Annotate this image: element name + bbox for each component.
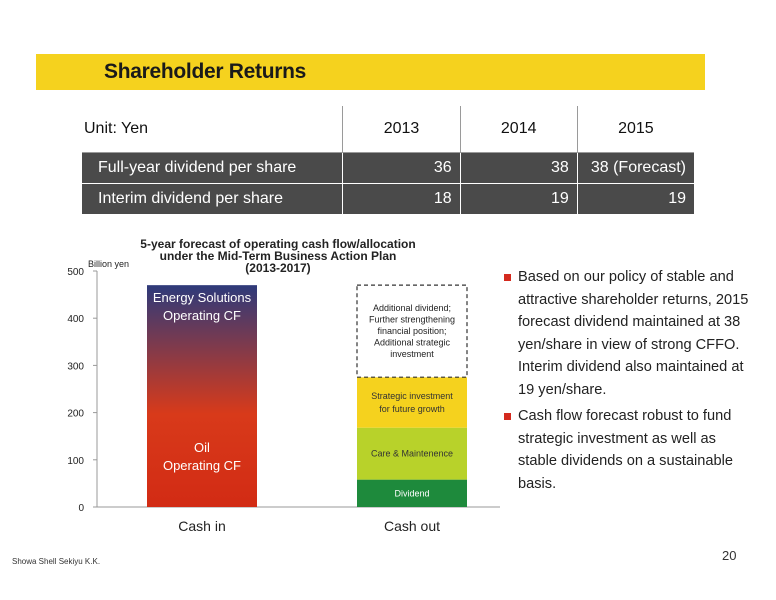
table-row: Full-year dividend per share 36 38 38 (F…: [82, 152, 694, 184]
x-category-label: Cash out: [384, 518, 440, 534]
cash-out-segment: [357, 377, 467, 428]
cash-out-segment-label: investment: [390, 349, 434, 359]
bullet-square-icon: [504, 274, 511, 281]
cell-value: 19: [459, 183, 578, 214]
y-tick-label: 400: [67, 314, 84, 325]
cash-in-bar: [147, 285, 257, 507]
cash-out-segment-label: for future growth: [379, 404, 445, 414]
row-label: Interim dividend per share: [82, 183, 343, 214]
y-tick-label: 500: [67, 267, 84, 278]
cash-out-segment-label: Further strengthening: [369, 315, 455, 325]
cell-value: 18: [342, 183, 461, 214]
cash-out-segment: [357, 427, 467, 480]
bullet-item: Cash flow forecast robust to fund strate…: [504, 405, 749, 495]
year-2014-header: 2014: [459, 106, 578, 153]
table-header-row: Unit: Yen 2013 2014 2015: [82, 106, 694, 153]
cash-out-segment-label: Dividend: [394, 488, 429, 498]
bullet-list: Based on our policy of stable and attrac…: [504, 266, 749, 499]
y-tick-label: 300: [67, 361, 84, 372]
title-bar: Shareholder Returns: [36, 54, 705, 90]
cell-value: 19: [576, 183, 694, 214]
cash-in-segment-label: Operating CF: [163, 308, 241, 323]
row-label: Full-year dividend per share: [82, 152, 343, 184]
bullet-text: Cash flow forecast robust to fund strate…: [518, 408, 734, 492]
cash-flow-chart: 5-year forecast of operating cash flow/a…: [67, 237, 500, 534]
cell-value: 36: [342, 152, 461, 184]
cash-out-segment-label: Care & Maintenence: [371, 449, 453, 459]
cash-out-segment-label: financial position;: [377, 326, 446, 336]
year-2015-header: 2015: [576, 106, 694, 153]
cash-in-segment-label: Operating CF: [163, 458, 241, 473]
y-axis-label: Billion yen: [88, 259, 129, 269]
table-row: Interim dividend per share 18 19 19: [82, 183, 694, 214]
chart-title-line: under the Mid-Term Business Action Plan: [160, 249, 397, 263]
cash-out-segment-label: Additional strategic: [374, 338, 451, 348]
y-tick-label: 0: [78, 503, 84, 514]
bullet-item: Based on our policy of stable and attrac…: [504, 266, 749, 401]
y-tick-label: 100: [67, 456, 84, 467]
x-category-label: Cash in: [178, 518, 225, 534]
page-title: Shareholder Returns: [104, 60, 307, 83]
cash-in-segment-label: Oil: [194, 440, 210, 455]
cash-out-segment-label: Strategic investment: [371, 391, 453, 401]
cash-out-segment: [356, 284, 468, 378]
chart-title-line: 5-year forecast of operating cash flow/a…: [140, 237, 415, 251]
bullet-square-icon: [504, 413, 511, 420]
unit-label: Unit: Yen: [82, 106, 343, 153]
dividend-table: Unit: Yen 2013 2014 2015 Full-year divid…: [82, 106, 694, 214]
chart-title-line: (2013-2017): [245, 261, 310, 275]
cash-out-segment: [357, 479, 467, 507]
y-tick-label: 200: [67, 409, 84, 420]
cell-value: 38 (Forecast): [576, 152, 694, 184]
cash-out-segment-label: Additional dividend;: [373, 303, 451, 313]
cash-in-segment-label: Energy Solutions: [153, 290, 252, 305]
company-footer: Showa Shell Sekiyu K.K.: [12, 557, 101, 566]
bullet-text: Based on our policy of stable and attrac…: [518, 269, 749, 398]
year-2013-header: 2013: [342, 106, 461, 153]
page-number: 20: [722, 548, 737, 563]
cell-value: 38: [459, 152, 578, 184]
